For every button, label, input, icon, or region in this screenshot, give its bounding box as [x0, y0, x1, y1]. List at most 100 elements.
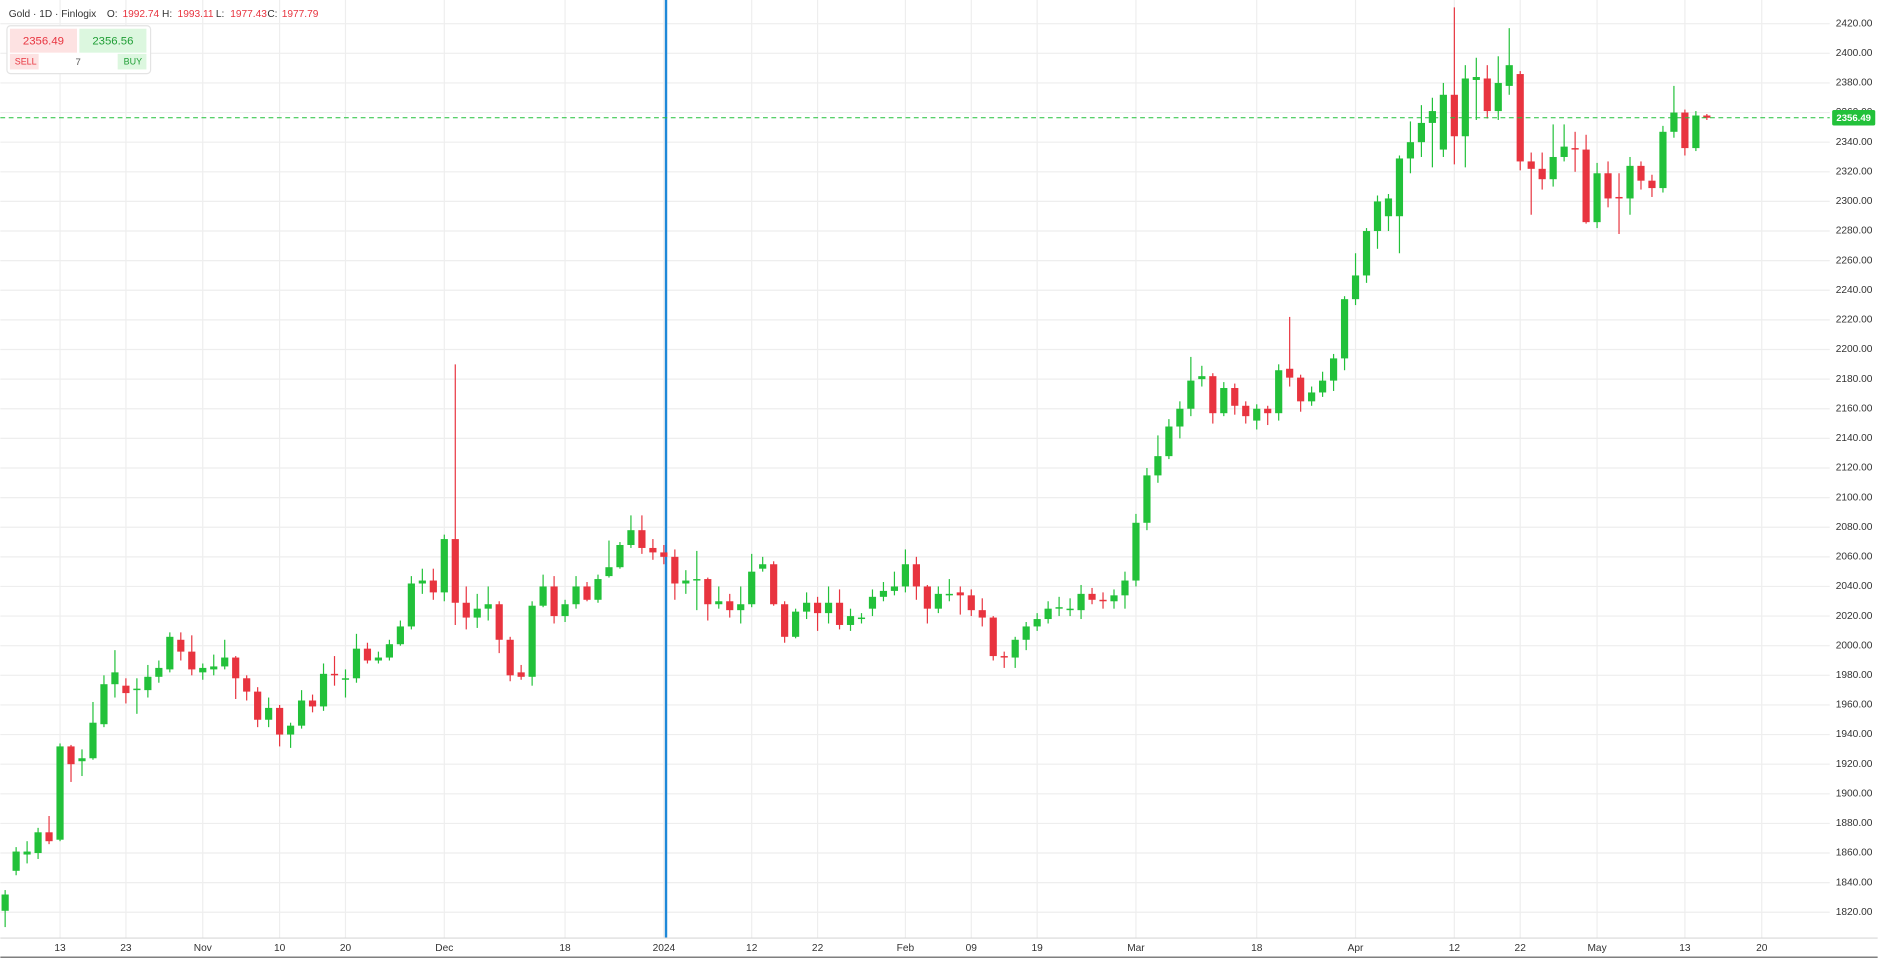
candle-body	[34, 832, 42, 854]
buy-price[interactable]: 2356.56	[92, 35, 133, 47]
y-tick-label: 1920.00	[1836, 759, 1873, 770]
candle-body	[1384, 198, 1393, 217]
candle-body	[934, 593, 942, 609]
candle-body	[868, 596, 877, 609]
candle-body	[1275, 370, 1283, 414]
candle-body	[1022, 626, 1030, 640]
candle-body	[737, 604, 745, 611]
candle-body	[352, 648, 361, 679]
candle-body	[967, 595, 975, 611]
candle-body	[649, 547, 657, 553]
low-value: 1977.43	[230, 9, 267, 20]
candle-body	[693, 579, 701, 581]
y-tick-label: 2420.00	[1836, 18, 1873, 29]
x-tick-label: 13	[1679, 943, 1691, 954]
x-tick-label: 12	[746, 943, 758, 954]
candle-body	[1362, 231, 1371, 276]
candle-body	[254, 691, 262, 720]
x-tick-label: Nov	[194, 943, 213, 954]
candle-body	[1099, 599, 1107, 602]
candle-body	[374, 657, 383, 661]
candle-body	[1505, 65, 1513, 86]
candle-body	[319, 673, 328, 707]
candle-body	[770, 564, 778, 605]
candle-body	[177, 639, 185, 652]
candle-body	[418, 580, 426, 584]
candle-body	[1319, 380, 1327, 393]
candle-body	[188, 651, 196, 670]
x-tick-label: 09	[966, 943, 978, 954]
candle-body	[341, 678, 350, 680]
candle-body	[846, 616, 855, 625]
candle-body	[1242, 405, 1250, 417]
candle-body	[1659, 131, 1667, 189]
candle-body	[1340, 299, 1349, 359]
candle-body	[781, 604, 789, 637]
y-tick-label: 2140.00	[1836, 433, 1873, 444]
candle-body	[297, 700, 306, 726]
candle-body	[1637, 165, 1645, 181]
candle-body	[1044, 608, 1052, 620]
candle-body	[144, 676, 152, 691]
x-tick-label: 18	[1251, 943, 1263, 954]
candle-body	[638, 530, 646, 548]
high-value: 1993.11	[178, 9, 214, 20]
candle-body	[1461, 78, 1469, 137]
candle-body	[221, 657, 229, 667]
candle-body	[616, 544, 624, 568]
candle-body	[1692, 115, 1700, 149]
sell-label[interactable]: SELL	[15, 57, 37, 67]
candle-body	[1670, 112, 1678, 132]
candle-body	[429, 580, 437, 593]
y-tick-label: 2300.00	[1836, 196, 1873, 207]
candle-body	[1560, 146, 1568, 157]
sell-button[interactable]	[9, 28, 77, 53]
candle-body	[12, 851, 20, 871]
candle-body	[286, 725, 295, 735]
candle-body	[605, 567, 613, 577]
y-tick-label: 2260.00	[1836, 255, 1873, 266]
candle-body	[122, 685, 130, 694]
candle-body	[1395, 158, 1404, 217]
buy-button[interactable]	[79, 28, 147, 53]
candle-body	[462, 602, 470, 618]
candle-body	[583, 586, 591, 600]
candle-body	[1198, 376, 1206, 380]
buy-label[interactable]: BUY	[124, 57, 142, 67]
grid	[0, 0, 1830, 938]
y-tick-label: 2160.00	[1836, 403, 1873, 414]
candle-body	[232, 657, 240, 679]
open-label: O:	[107, 9, 118, 20]
candle-body	[748, 571, 756, 605]
candle-body	[1472, 77, 1480, 80]
candle-body	[1593, 173, 1601, 223]
candle-body	[989, 617, 997, 657]
candle-body	[890, 586, 899, 591]
x-tick-label: 12	[1449, 943, 1461, 954]
candle-body	[1154, 456, 1162, 476]
candle-body	[1373, 201, 1382, 232]
candle-body	[550, 586, 558, 617]
candle-body	[308, 700, 317, 707]
sell-tag[interactable]	[9, 53, 39, 70]
y-tick-label: 2100.00	[1836, 492, 1873, 503]
candle-body	[1187, 380, 1195, 409]
quantity[interactable]: 7	[76, 57, 81, 68]
candle-body	[265, 707, 273, 720]
candle-body	[517, 672, 525, 677]
candle-body	[1011, 639, 1019, 658]
candle-body	[1253, 408, 1261, 421]
buy-tag[interactable]	[117, 53, 147, 70]
candle-body	[857, 617, 866, 620]
y-tick-label: 1820.00	[1836, 907, 1873, 918]
candle-body	[56, 746, 64, 840]
candle-body	[243, 678, 251, 692]
candle-body	[704, 579, 712, 605]
candle-body	[1571, 148, 1579, 150]
candle-body	[835, 602, 844, 625]
sell-price[interactable]: 2356.49	[23, 35, 64, 47]
candles	[1, 7, 1711, 928]
candle-body	[1231, 388, 1239, 406]
